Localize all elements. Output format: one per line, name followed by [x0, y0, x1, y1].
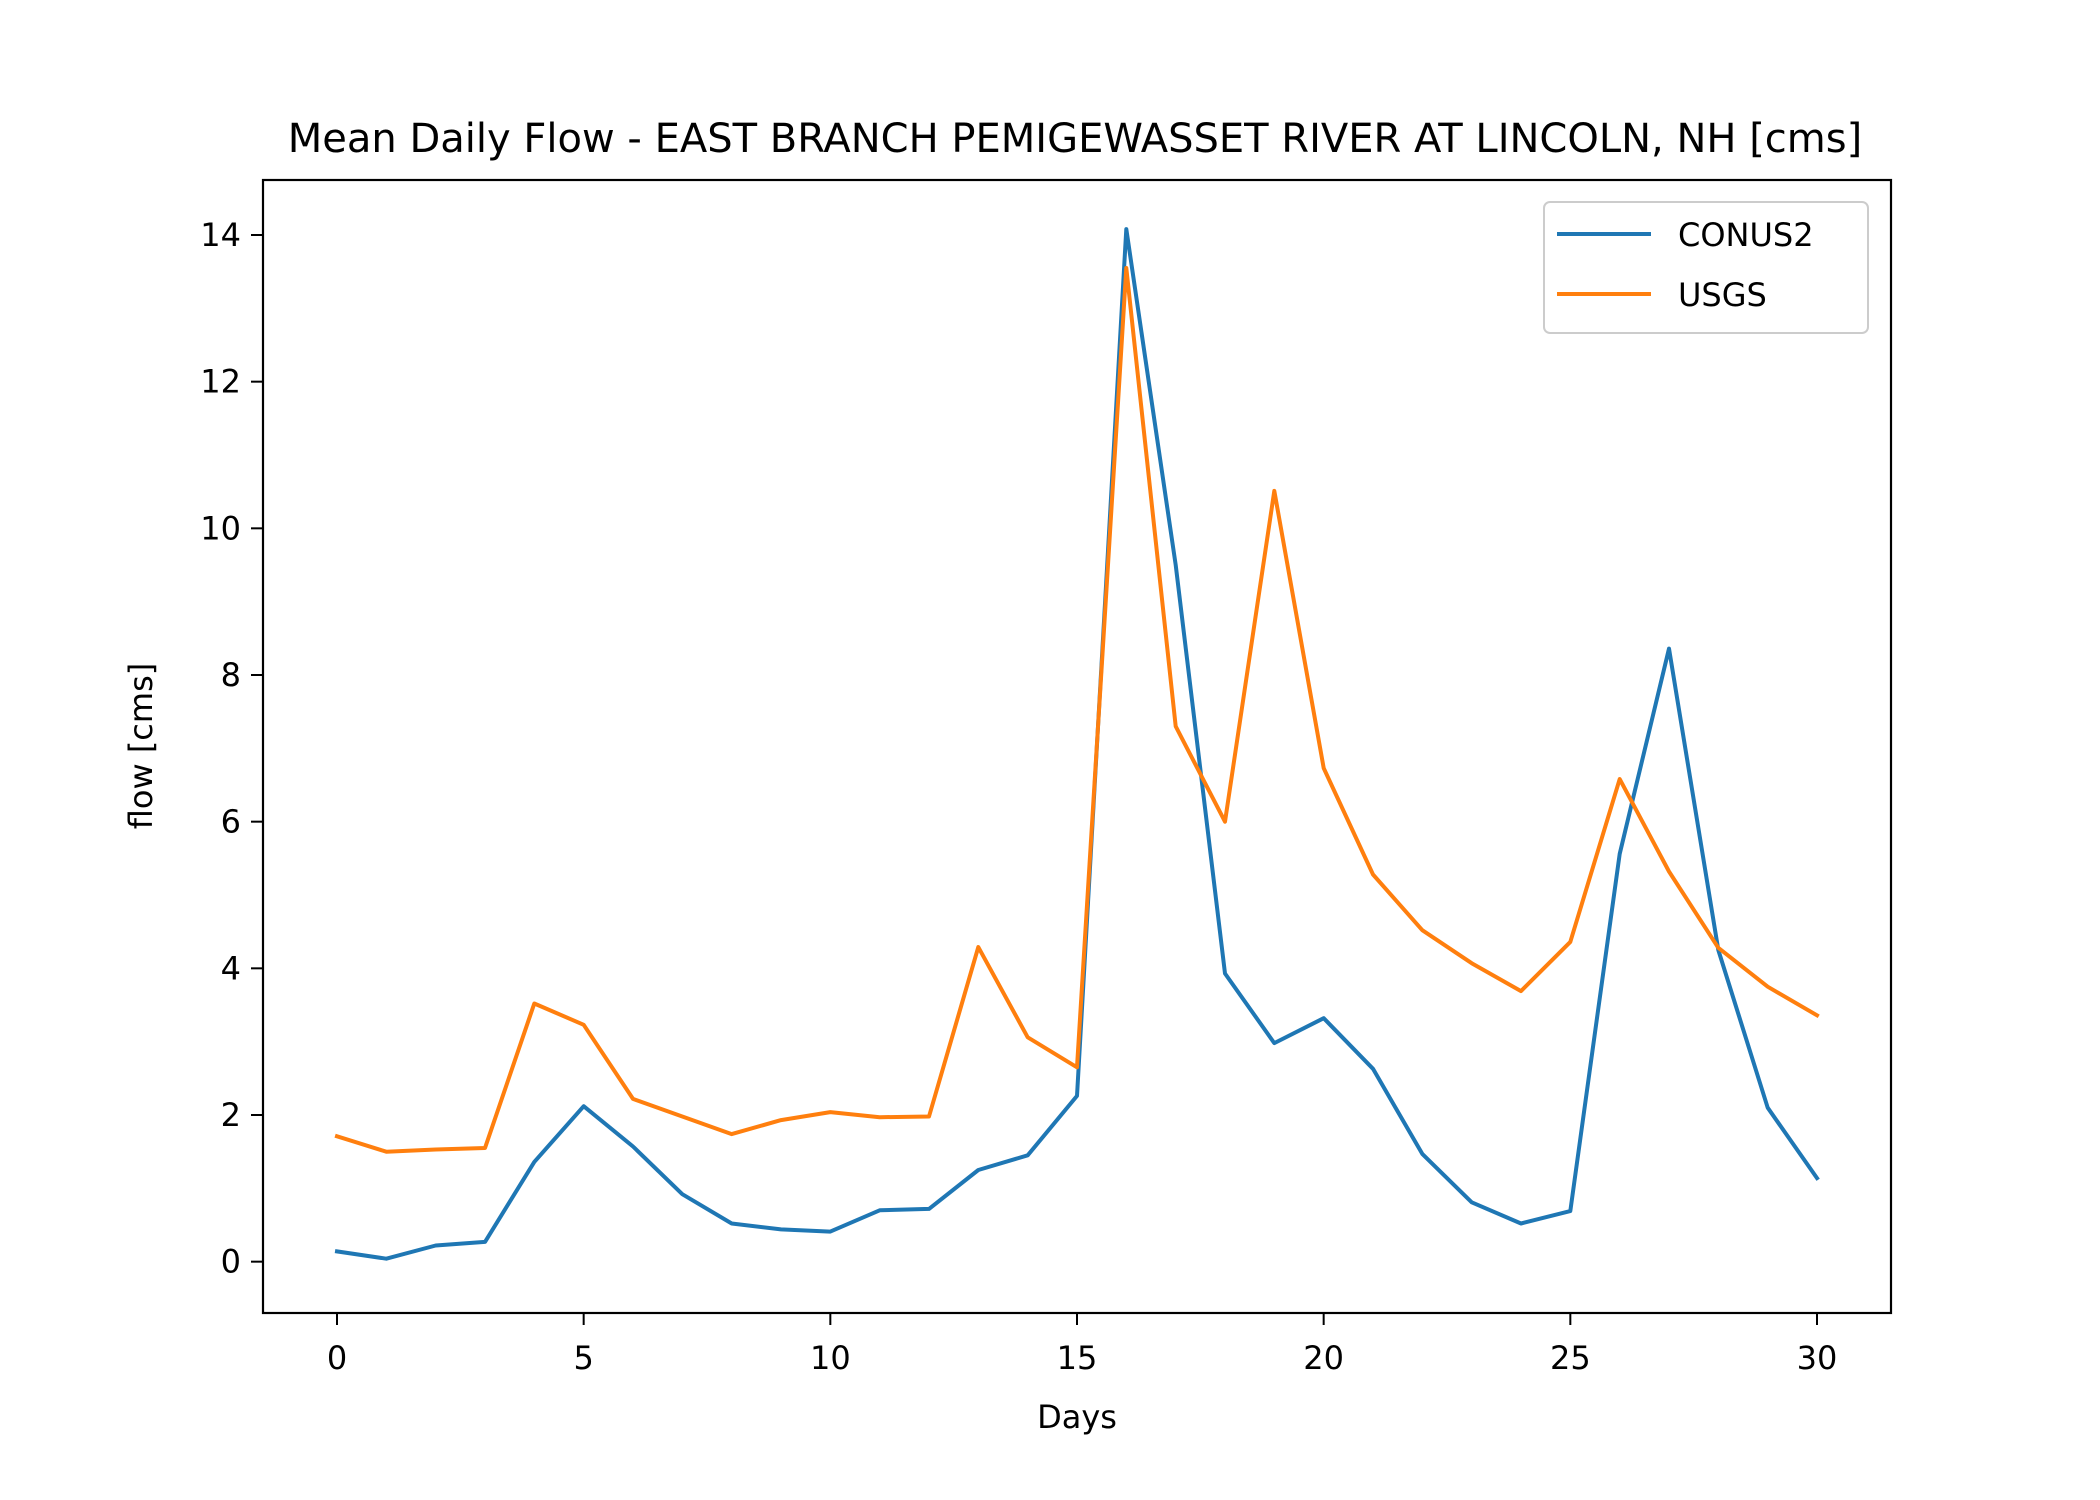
data-point-usgs-7	[681, 1116, 683, 1117]
data-point-usgs-5	[583, 1024, 585, 1026]
data-point-conus2-14	[1027, 1154, 1029, 1156]
data-point-conus2-4	[533, 1161, 535, 1163]
data-point-conus2-16	[1125, 228, 1127, 230]
data-point-conus2-3	[484, 1241, 486, 1243]
data-point-conus2-13	[977, 1169, 979, 1171]
data-point-usgs-17	[1175, 725, 1177, 727]
plot-frame	[261, 178, 1893, 1315]
data-point-usgs-9	[780, 1119, 782, 1121]
data-point-conus2-18	[1224, 973, 1226, 974]
data-point-conus2-9	[780, 1228, 782, 1230]
data-point-conus2-7	[681, 1193, 683, 1195]
data-point-usgs-6	[632, 1098, 634, 1100]
x-axis-label: Days	[1037, 1398, 1117, 1436]
data-point-usgs-16	[1125, 267, 1127, 269]
y-tick-label: 10	[200, 509, 241, 547]
x-tick-label: 15	[1057, 1339, 1098, 1377]
data-point-usgs-14	[1027, 1036, 1029, 1038]
data-point-usgs-26	[1619, 778, 1621, 780]
data-point-conus2-8	[731, 1223, 733, 1224]
data-point-conus2-19	[1273, 1042, 1275, 1044]
data-point-conus2-22	[1421, 1153, 1423, 1155]
data-point-usgs-20	[1323, 767, 1325, 769]
data-point-usgs-25	[1569, 941, 1571, 943]
data-point-usgs-18	[1224, 821, 1226, 823]
x-tick-label: 25	[1550, 1339, 1591, 1377]
y-tick-label: 6	[221, 803, 241, 841]
data-point-conus2-6	[632, 1146, 634, 1147]
data-point-conus2-25	[1569, 1210, 1571, 1212]
data-point-usgs-22	[1421, 929, 1423, 931]
data-point-usgs-0	[336, 1135, 338, 1137]
data-point-conus2-24	[1520, 1223, 1522, 1224]
data-point-usgs-27	[1668, 871, 1670, 872]
data-point-conus2-2	[435, 1245, 437, 1246]
legend-label-conus2: CONUS2	[1678, 216, 1814, 254]
x-axis-ticks: 0 5 10 15 20 25 30	[327, 1313, 1838, 1377]
data-point-usgs-4	[533, 1003, 535, 1004]
y-tick-label: 14	[200, 216, 241, 254]
data-point-usgs-21	[1372, 874, 1374, 875]
data-point-conus2-20	[1323, 1017, 1325, 1019]
chart-title: Mean Daily Flow - EAST BRANCH PEMIGEWASS…	[288, 116, 1862, 162]
data-point-conus2-10	[829, 1231, 831, 1233]
data-point-usgs-8	[731, 1133, 733, 1135]
data-point-usgs-12	[928, 1116, 930, 1117]
x-tick-label: 10	[810, 1339, 851, 1377]
data-point-conus2-12	[928, 1208, 930, 1210]
data-point-conus2-29	[1767, 1107, 1769, 1109]
data-point-conus2-0	[336, 1250, 338, 1252]
data-point-conus2-21	[1372, 1068, 1374, 1070]
data-point-usgs-29	[1767, 986, 1769, 988]
data-point-conus2-1	[385, 1258, 387, 1260]
data-point-conus2-5	[583, 1105, 585, 1107]
x-tick-label: 30	[1797, 1339, 1838, 1377]
data-point-usgs-1	[385, 1151, 387, 1153]
data-point-conus2-30	[1816, 1177, 1818, 1179]
data-point-conus2-23	[1471, 1201, 1473, 1203]
data-point-usgs-30	[1816, 1014, 1818, 1016]
y-axis-ticks: 0 2 4 6 8 10 12 14	[200, 216, 263, 1281]
y-tick-label: 4	[221, 949, 241, 987]
y-tick-label: 8	[221, 656, 241, 694]
x-tick-label: 20	[1303, 1339, 1344, 1377]
data-point-usgs-11	[879, 1116, 881, 1118]
data-point-usgs-15	[1076, 1066, 1078, 1068]
data-point-conus2-27	[1668, 648, 1670, 650]
x-tick-label: 0	[327, 1339, 347, 1377]
legend: CONUS2 USGS	[1543, 201, 1869, 334]
y-tick-label: 12	[200, 363, 241, 401]
data-point-usgs-10	[829, 1111, 831, 1113]
data-point-usgs-2	[435, 1149, 437, 1150]
y-tick-label: 0	[221, 1243, 241, 1281]
y-tick-label: 2	[221, 1096, 241, 1134]
data-point-usgs-28	[1717, 947, 1719, 949]
data-point-usgs-19	[1273, 490, 1275, 492]
data-point-usgs-24	[1520, 990, 1522, 992]
data-point-conus2-15	[1076, 1095, 1078, 1097]
data-point-conus2-17	[1175, 564, 1177, 566]
data-point-conus2-26	[1619, 853, 1621, 855]
data-point-usgs-3	[484, 1147, 486, 1149]
y-axis-label: flow [cms]	[122, 663, 160, 829]
data-point-usgs-23	[1471, 962, 1473, 964]
data-point-usgs-13	[977, 946, 979, 948]
plot-area	[334, 227, 1820, 1261]
x-tick-label: 5	[573, 1339, 593, 1377]
legend-label-usgs: USGS	[1678, 276, 1767, 314]
data-point-conus2-11	[879, 1209, 881, 1211]
